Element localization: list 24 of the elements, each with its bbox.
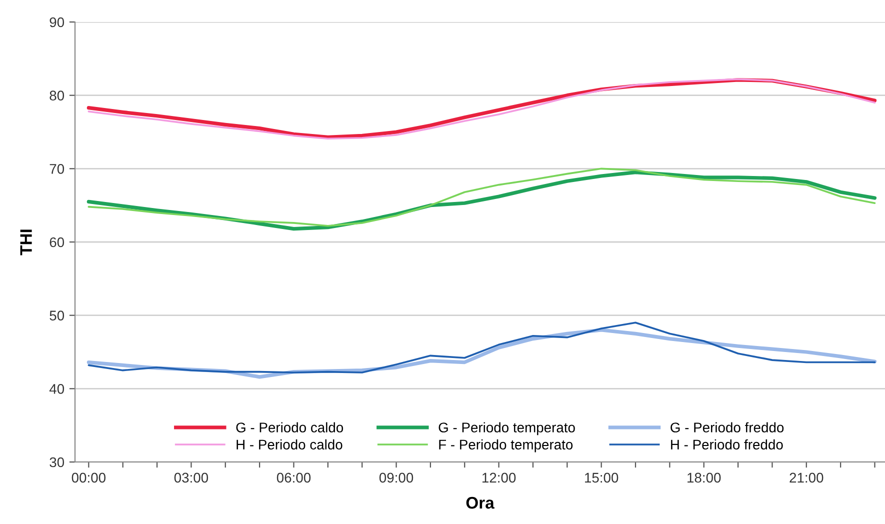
legend-label: F - Periodo temperato [439, 439, 573, 452]
y-axis-title: THI [20, 230, 32, 256]
y-tick-label: 70 [50, 164, 64, 174]
legend-label: H - Periodo caldo [236, 439, 342, 450]
y-tick-label: 80 [50, 90, 64, 101]
y-tick-label: 50 [50, 310, 64, 321]
x-tick-label: 12:00 [482, 472, 516, 483]
x-tick-label: 00:00 [72, 472, 106, 483]
y-tick-label: 60 [50, 237, 64, 248]
legend-label: H - Periodo freddo [671, 439, 783, 450]
y-tick-label: 30 [50, 457, 64, 468]
y-tick-label: 40 [49, 384, 64, 394]
x-tick-label: 06:00 [276, 472, 311, 483]
legend-label: G - Periodo caldo [236, 422, 344, 432]
x-tick-label: 18:00 [688, 472, 721, 483]
y-tick-label: 90 [50, 17, 64, 28]
x-tick-label: 09:00 [379, 472, 414, 483]
legend-label: G - Periodo temperato [438, 422, 575, 436]
x-tick-label: 21:00 [790, 472, 824, 483]
legend-label: G - Periodo freddo [670, 422, 784, 432]
line-series [88, 322, 876, 374]
x-tick-label: 03:00 [174, 472, 208, 483]
x-axis-title: Ora [466, 496, 494, 509]
x-tick-label: 15:00 [585, 472, 618, 483]
